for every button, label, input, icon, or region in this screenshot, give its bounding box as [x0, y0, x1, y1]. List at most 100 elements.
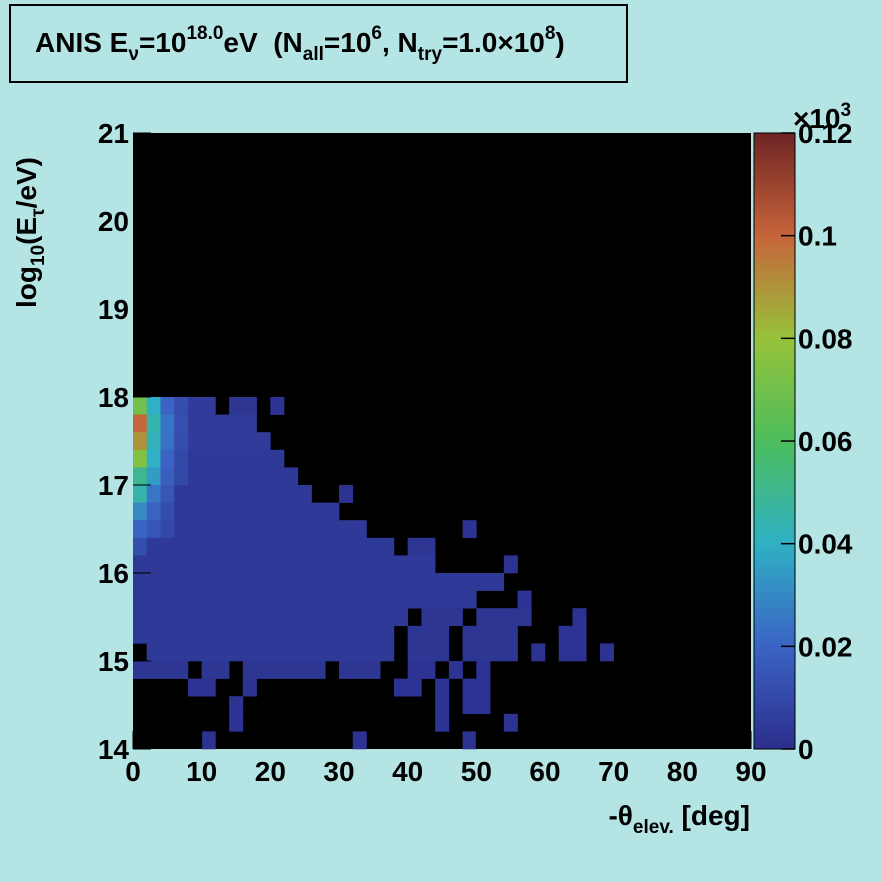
x-tick-label: 70: [598, 756, 629, 787]
cell: [462, 643, 518, 662]
cell: [174, 520, 367, 539]
title-part: =1.0×10: [442, 27, 545, 58]
chart-title: ANIS Eν=1018.0eV (Nall=106, Ntry=1.0×108…: [35, 23, 565, 65]
cell: [133, 608, 408, 627]
cell: [448, 661, 463, 679]
cell: [146, 643, 395, 662]
cell: [421, 608, 463, 627]
x-tick-label: 50: [461, 756, 492, 787]
y-tick-label: 20: [98, 206, 129, 237]
x-axis-label: -θelev. [deg]: [608, 800, 750, 838]
cells: [133, 397, 614, 750]
y-tick-label: 17: [98, 470, 129, 501]
cell: [558, 643, 587, 662]
cell: [146, 432, 161, 451]
y-tick-label: 18: [98, 382, 129, 413]
cell: [599, 643, 614, 662]
title-part: =10: [139, 27, 187, 58]
cell: [174, 449, 189, 468]
cell: [160, 449, 175, 468]
title-part: ): [555, 27, 564, 58]
cell: [187, 467, 299, 486]
x-label-part: [deg]: [674, 800, 750, 831]
cell: [187, 397, 216, 415]
cell: [435, 678, 450, 697]
cell: [407, 625, 450, 644]
cell: [435, 696, 450, 715]
cell: [133, 502, 148, 521]
cell: [133, 520, 148, 539]
cell: [146, 467, 161, 486]
z-tick-label: 0.12: [798, 118, 853, 149]
x-tick-label: 20: [255, 756, 286, 787]
cell: [462, 520, 477, 539]
cell: [229, 397, 257, 415]
cell: [133, 467, 148, 486]
cell: [462, 731, 477, 750]
cell: [476, 608, 532, 627]
title-part: 18.0: [186, 23, 223, 44]
x-tick-label: 60: [529, 756, 560, 787]
cell: [187, 432, 271, 451]
x-tick-label: 30: [323, 756, 354, 787]
cell: [242, 661, 326, 679]
title-part: all: [303, 44, 324, 65]
cell: [407, 643, 450, 662]
cell: [407, 661, 436, 679]
cell: [174, 467, 189, 486]
z-tick-label: 0.04: [798, 529, 853, 560]
cell: [503, 555, 518, 574]
z-multiplier-part: ×10: [793, 103, 841, 134]
cell: [174, 432, 189, 451]
cell: [133, 432, 148, 451]
cell: [270, 397, 285, 415]
cell: [133, 414, 148, 433]
z-tick-label: 0.1: [798, 221, 837, 252]
cell: [133, 537, 148, 556]
y-label-part: (E: [11, 217, 42, 245]
y-tick-label: 14: [98, 734, 130, 765]
cell: [462, 696, 491, 715]
x-tick-label: 40: [392, 756, 423, 787]
cell: [339, 485, 354, 503]
cell: [160, 520, 175, 539]
cell: [435, 713, 450, 732]
cell: [201, 731, 216, 750]
title-box: [9, 4, 628, 83]
cell: [146, 414, 161, 433]
cell: [174, 502, 340, 521]
x-tick-label: 10: [186, 756, 217, 787]
cell: [187, 678, 216, 697]
cell: [160, 397, 175, 415]
cell: [393, 678, 422, 697]
cell: [133, 625, 395, 644]
title-part: 8: [545, 23, 556, 44]
cell: [517, 590, 532, 609]
x-label-part: -θ: [608, 800, 632, 831]
cell: [160, 432, 175, 451]
cell: [476, 661, 491, 679]
cell: [146, 537, 395, 556]
cell: [174, 397, 189, 415]
title-part: ANIS E: [35, 27, 128, 58]
cell: [133, 573, 505, 591]
cell: [160, 502, 175, 521]
cell: [146, 520, 161, 539]
title-part: try: [418, 44, 443, 65]
y-tick-label: 19: [98, 294, 129, 325]
y-axis-label: log10(Eτ/eV): [11, 157, 49, 308]
cell: [146, 502, 161, 521]
cell: [133, 661, 189, 679]
cell: [133, 449, 148, 468]
x-tick-label: 0: [125, 756, 141, 787]
y-tick-label: 15: [98, 646, 129, 677]
cell: [160, 467, 175, 486]
cell: [229, 713, 244, 732]
y-tick-label: 21: [98, 118, 129, 149]
title-part: 6: [371, 23, 382, 44]
cell: [558, 625, 587, 644]
cell: [174, 485, 312, 503]
cell: [407, 537, 436, 556]
cell: [187, 414, 257, 433]
y-label-part: log: [11, 266, 42, 308]
